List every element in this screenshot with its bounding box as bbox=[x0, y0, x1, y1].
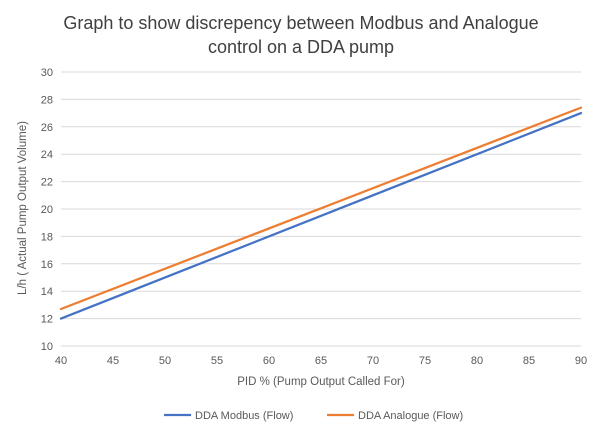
chart-title-line-2: control on a DDA pump bbox=[208, 37, 394, 57]
x-tick-label: 85 bbox=[523, 355, 535, 367]
chart-title-line-1: Graph to show discrepency between Modbus… bbox=[63, 13, 538, 33]
y-tick-label: 10 bbox=[41, 341, 53, 353]
y-tick-label: 18 bbox=[41, 231, 53, 243]
legend-label: DDA Modbus (Flow) bbox=[195, 410, 293, 422]
series-line-modbus bbox=[59, 111, 583, 320]
legend: DDA Modbus (Flow) DDA Analogue (Flow) bbox=[164, 410, 463, 422]
x-tick-label: 60 bbox=[263, 355, 275, 367]
x-axis-title: PID % (Pump Output Called For) bbox=[237, 376, 405, 388]
x-tick-label: 70 bbox=[367, 355, 379, 367]
series-line-analogue bbox=[59, 106, 583, 311]
y-tick-label: 14 bbox=[41, 286, 53, 298]
x-tick-label: 90 bbox=[575, 355, 587, 367]
x-tick-label: 65 bbox=[315, 355, 327, 367]
y-tick-label: 22 bbox=[41, 177, 53, 189]
y-tick-label: 16 bbox=[41, 259, 53, 271]
y-tick-label: 20 bbox=[41, 204, 53, 216]
x-tick-label: 80 bbox=[471, 355, 483, 367]
y-tick-label: 12 bbox=[41, 314, 53, 326]
y-axis-ticks: 10 12 14 16 18 20 22 24 26 28 30 bbox=[41, 67, 53, 353]
y-tick-label: 26 bbox=[41, 122, 53, 134]
x-tick-label: 40 bbox=[55, 355, 67, 367]
y-tick-label: 28 bbox=[41, 94, 53, 106]
y-tick-label: 30 bbox=[41, 67, 53, 79]
y-axis-title: L/h ( Actual Pump Output Volume) bbox=[17, 121, 29, 295]
series-lines bbox=[59, 106, 583, 320]
x-tick-label: 50 bbox=[159, 355, 171, 367]
y-tick-label: 24 bbox=[41, 149, 53, 161]
x-tick-label: 45 bbox=[107, 355, 119, 367]
x-tick-label: 75 bbox=[419, 355, 431, 367]
x-axis-ticks: 40 45 50 55 60 65 70 75 80 85 90 bbox=[55, 355, 587, 367]
legend-label: DDA Analogue (Flow) bbox=[358, 410, 463, 422]
x-tick-label: 55 bbox=[211, 355, 223, 367]
